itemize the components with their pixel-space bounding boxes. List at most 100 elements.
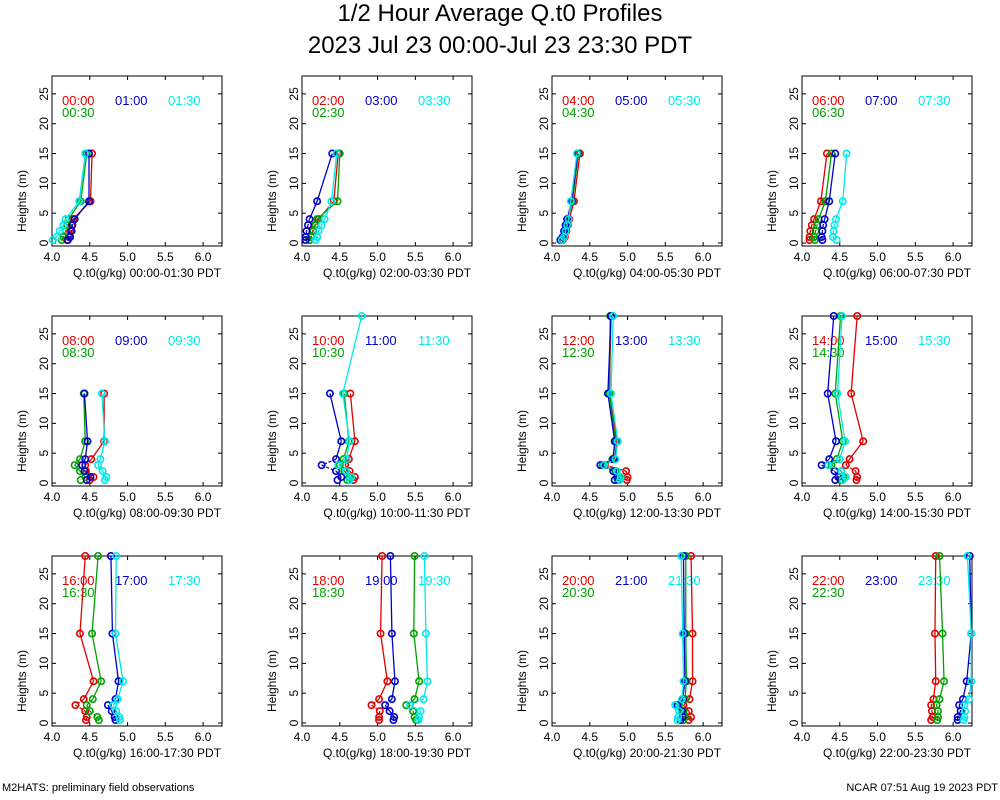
x-tick-label: 6.0: [445, 490, 462, 504]
data-point: [70, 461, 79, 470]
y-axis-label: Heights (m): [265, 410, 279, 472]
series-line: [337, 464, 347, 472]
data-point: [841, 437, 850, 446]
y-tick-label: 15: [787, 147, 801, 161]
series-line: [310, 230, 314, 238]
legend-label: 09:00: [115, 333, 148, 348]
x-axis-label: Q.t0(g/kg) 02:00-03:30 PDT: [323, 266, 472, 280]
data-point: [98, 467, 107, 476]
series-line: [81, 464, 86, 472]
data-point: [103, 701, 112, 710]
profile-panel: 4.0 4.5 5.0 5.5 6.0 0 5 10 15 20 25 Q.t0(g/kg) 16:0…: [15, 551, 223, 760]
series-line: [83, 393, 86, 442]
x-tick-label: 4.0: [544, 250, 561, 264]
data-point: [383, 677, 392, 686]
y-tick-label: 5: [537, 210, 551, 217]
data-point: [933, 716, 942, 725]
data-point: [334, 461, 343, 470]
series-line: [610, 315, 614, 394]
page-title: 1/2 Hour Average Q.t0 Profiles: [337, 0, 663, 27]
data-point: [962, 677, 971, 686]
x-tick-label: 4.0: [294, 730, 311, 744]
x-tick-label: 5.0: [619, 490, 636, 504]
series-line: [101, 393, 106, 442]
x-tick-label: 5.5: [907, 250, 924, 264]
x-tick-label: 4.0: [44, 730, 61, 744]
y-tick-label: 25: [537, 87, 551, 101]
x-tick-label: 5.0: [369, 730, 386, 744]
legend-label: 04:00: [562, 93, 595, 108]
legend-label: 11:30: [418, 333, 450, 348]
legend-label: 10:00: [312, 333, 345, 348]
y-axis-label: Heights (m): [765, 650, 779, 712]
data-point: [317, 461, 326, 470]
series-line: [413, 633, 420, 682]
legend-label: 02:30: [312, 105, 345, 120]
legend-label: 06:30: [812, 105, 845, 120]
series-line: [840, 470, 847, 478]
data-point: [81, 551, 90, 560]
x-tick-label: 6.0: [695, 730, 712, 744]
y-tick-label: 25: [537, 567, 551, 581]
profile-panel: 4.0 4.5 5.0 5.5 6.0 0 5 10 15 20 25 Q.t0(g/kg) 12:0…: [515, 311, 723, 520]
series-line: [809, 224, 813, 232]
y-axis-label: Heights (m): [15, 650, 29, 712]
data-point: [853, 311, 862, 320]
y-tick-label: 15: [787, 627, 801, 641]
series-line: [102, 470, 107, 478]
x-tick-label: 5.0: [119, 490, 136, 504]
y-tick-label: 15: [37, 387, 51, 401]
series-line: [811, 218, 815, 226]
y-tick-label: 15: [287, 627, 301, 641]
x-tick-label: 5.5: [157, 730, 174, 744]
data-point: [337, 437, 346, 446]
y-axis-label: Heights (m): [15, 410, 29, 472]
series-line: [413, 555, 416, 634]
series-line: [957, 710, 962, 718]
series-line: [832, 231, 835, 238]
data-point: [831, 476, 840, 485]
data-point: [325, 389, 334, 398]
data-point: [83, 437, 92, 446]
x-tick-label: 5.5: [407, 490, 424, 504]
y-tick-label: 10: [287, 176, 301, 190]
data-point: [609, 311, 618, 320]
series-line: [112, 704, 117, 712]
series-line: [833, 218, 837, 226]
series-line: [115, 710, 120, 718]
x-tick-label: 4.0: [794, 250, 811, 264]
legend-label: 07:30: [918, 93, 951, 108]
y-tick-label: 5: [287, 210, 301, 217]
data-point: [381, 701, 390, 710]
data-point: [415, 677, 424, 686]
y-tick-label: 5: [37, 210, 51, 217]
plot-frame: [51, 315, 223, 487]
plot-frame: [551, 75, 723, 247]
x-tick-label: 5.0: [119, 250, 136, 264]
series-line: [114, 555, 117, 634]
data-point: [320, 215, 329, 224]
legend-label: 18:00: [312, 573, 345, 588]
series-line: [934, 555, 937, 634]
data-point: [967, 629, 976, 638]
x-tick-label: 5.0: [869, 490, 886, 504]
data-point: [48, 236, 57, 245]
y-tick-label: 10: [37, 176, 51, 190]
series-line: [86, 698, 94, 706]
x-tick-label: 4.0: [794, 730, 811, 744]
data-point: [327, 197, 336, 206]
series-line: [107, 704, 113, 712]
legend-label: 03:00: [365, 93, 398, 108]
y-tick-label: 25: [787, 567, 801, 581]
data-point: [378, 551, 387, 560]
y-axis-label: Heights (m): [515, 650, 529, 712]
y-axis-label: Heights (m): [15, 170, 29, 232]
series-line: [111, 633, 120, 682]
series-line: [827, 315, 835, 394]
series-line: [562, 230, 566, 238]
series-line: [336, 153, 341, 202]
data-point: [959, 716, 968, 725]
x-tick-label: 5.5: [157, 490, 174, 504]
data-point: [810, 236, 819, 245]
legend-label: 23:30: [918, 573, 951, 588]
